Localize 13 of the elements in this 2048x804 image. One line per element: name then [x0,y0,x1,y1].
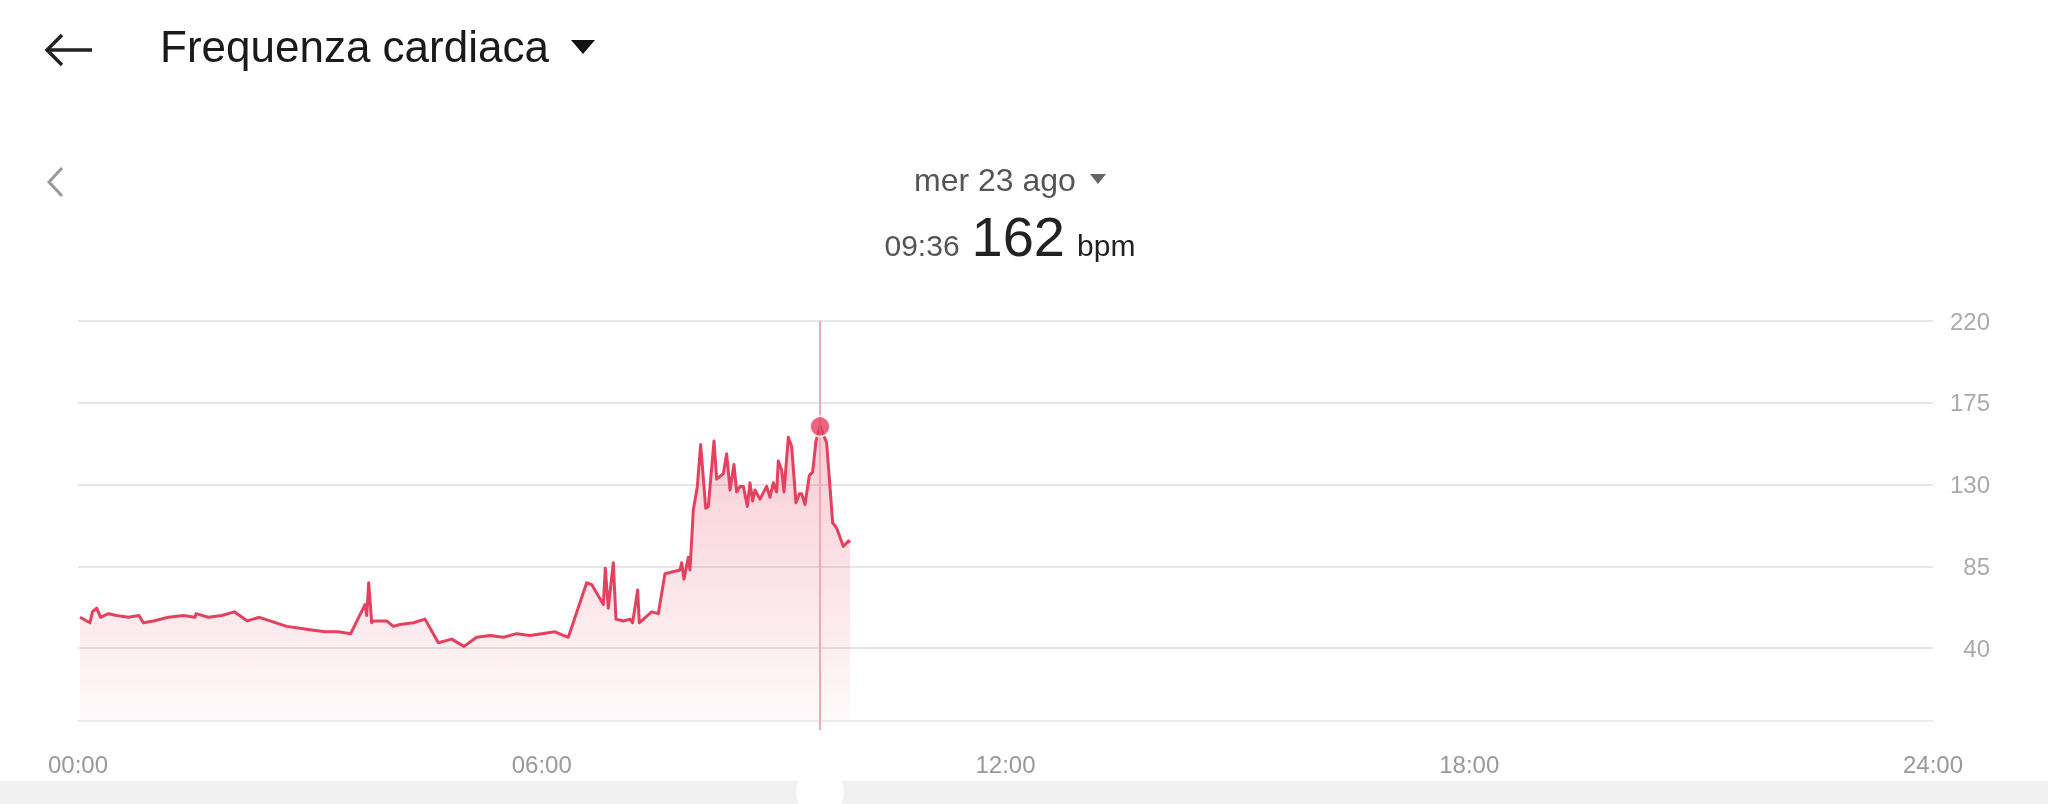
chart-subtitle: mer 23 ago [914,162,1076,199]
y-tick-label: 220 [1949,307,1990,335]
y-tick-label: 130 [1949,471,1990,499]
x-tick-label: 18:00 [1439,750,1500,778]
x-tick-label: 00:00 [47,750,109,778]
x-tick-label: 06:00 [511,750,572,778]
chart-title: Frequenza cardiaca [160,22,549,72]
y-tick-label: 40 [1963,634,1990,662]
x-tick-label: 12:00 [975,750,1036,778]
x-tick-label: 24:00 [1902,750,1964,778]
text: 09:36 162 bpm [884,205,1136,268]
y-tick-label: 85 [1963,552,1990,580]
y-tick-label: 175 [1949,389,1990,417]
